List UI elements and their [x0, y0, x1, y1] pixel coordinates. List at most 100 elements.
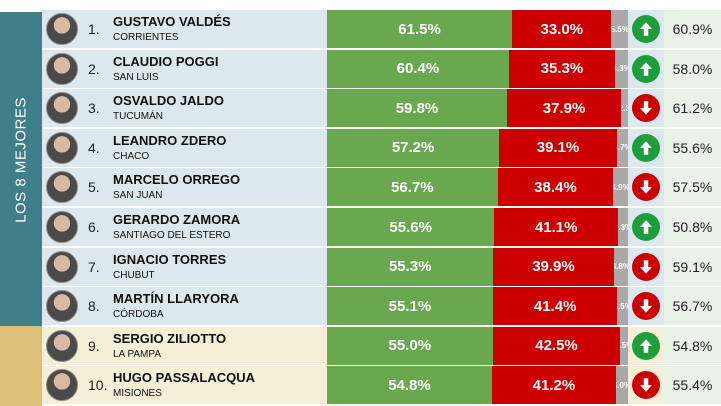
province-name: SAN LUIS [113, 71, 159, 83]
previous-value: 55.4% [664, 366, 721, 405]
positive-value-label: 57.2% [391, 139, 435, 157]
ranking-row: 2. CLAUDIO POGGI SAN LUIS 60.4% 35.3% 4.3% 58.… [42, 49, 721, 88]
arrow-down-icon [632, 94, 660, 123]
governor-avatar [46, 92, 78, 125]
governor-cell: 7. IGNACIO TORRES CHUBUT [42, 248, 324, 286]
ranking-row: 6. GERARDO ZAMORA SANTIAGO DEL ESTERO 55.6%… [42, 208, 721, 246]
positive-value-label: 55.0% [388, 337, 432, 355]
negative-bar-segment: 41.4% [492, 287, 618, 326]
approval-bar: 55.0% 42.5% 2.5% [327, 326, 628, 365]
other-bar-segment: 3.5% [617, 287, 628, 326]
negative-value-label: 39.9% [532, 258, 575, 276]
positive-value-label: 60.4% [396, 60, 440, 78]
ranking-row: 9. SERGIO ZILIOTTO LA PAMPA 55.0%42.5%2.5%5… [42, 326, 721, 365]
negative-value-label: 41.4% [533, 297, 577, 315]
province-name: CÓRDOBA [113, 309, 164, 321]
previous-value: 55.6% [664, 128, 721, 167]
governor-name: OSVALDO JALDO [113, 93, 224, 109]
negative-value-label: 35.3% [540, 60, 584, 78]
negative-bar-segment: 35.3% [508, 49, 616, 88]
other-bar-segment: 3.3% [618, 208, 628, 246]
positive-bar-segment: 55.0% [327, 326, 493, 365]
arrow-up-icon [632, 133, 660, 162]
governor-name: MARCELO ORREGO [113, 172, 241, 188]
other-bar-segment: 4.9% [613, 168, 628, 207]
governor-avatar [46, 250, 78, 283]
positive-bar-segment: 61.5% [327, 10, 513, 48]
negative-value-label: 39.1% [536, 139, 580, 157]
ranking-row: 5. MARCELO ORREGO SAN JUAN 56.7% 38.4% 4.9% 57… [42, 168, 721, 207]
positive-bar-segment: 59.8% [327, 89, 507, 128]
other-value-label: 4.3% [615, 64, 628, 74]
governor-cell: 1. GUSTAVO VALDÉS CORRIENTES [42, 10, 324, 48]
province-name: SAN JUAN [113, 190, 163, 202]
approval-bar: 59.8% 37.9% 2.3 [327, 89, 628, 128]
rank-number: 2. [88, 60, 100, 77]
governor-avatar [46, 369, 78, 402]
rank-number: 1. [88, 21, 100, 37]
governor-avatar [46, 171, 78, 204]
arrow-up-icon [632, 331, 660, 360]
top8-side-band [0, 12, 42, 326]
negative-bar-segment: 41.1% [494, 208, 619, 246]
governor-name: GERARDO ZAMORA [113, 212, 241, 227]
approval-bar: 57.2% 39.1% 3.7% [327, 128, 628, 167]
rank-number: 9. [88, 337, 100, 354]
province-name: CORRIENTES [113, 32, 179, 43]
governor-avatar [46, 211, 78, 243]
approval-bar: 61.5% 33.0% 5.5% [327, 10, 628, 48]
other-value-label: 2.5% [620, 341, 628, 351]
governor-avatar [46, 329, 78, 362]
governor-cell: 3. OSVALDO JALDO TUCUMÁN [42, 89, 324, 127]
province-name: LA PAMPA [113, 348, 161, 360]
negative-value-label: 37.9% [542, 99, 586, 117]
positive-bar-segment: 55.1% [327, 287, 493, 326]
rank-number: 4. [88, 139, 100, 156]
positive-value-label: 59.8% [395, 99, 439, 117]
governor-cell: 9. SERGIO ZILIOTTO LA PAMPA [42, 327, 324, 365]
province-name: TUCUMÁN [113, 111, 163, 123]
negative-bar-segment: 37.9% [506, 89, 622, 128]
governor-avatar [46, 13, 78, 45]
negative-bar-segment: 41.2% [491, 366, 616, 405]
positive-value-label: 55.3% [388, 258, 432, 276]
positive-value-label: 56.7% [391, 178, 434, 196]
ranking-row: 4. LEANDRO ZDERO CHACO 57.2% 39.1% 3.7% 55.6% [42, 128, 721, 167]
rank-number: 10. [88, 377, 108, 394]
governor-avatar [46, 290, 78, 323]
negative-bar-segment: 38.4% [497, 168, 614, 207]
positive-bar-segment: 55.3% [327, 247, 494, 286]
other-value-label: 4.0% [616, 380, 628, 390]
arrow-down-icon [632, 371, 660, 400]
positive-value-label: 54.8% [388, 376, 431, 394]
governor-avatar [46, 131, 78, 164]
negative-bar-segment: 39.9% [493, 247, 614, 286]
other-value-label: 4.8% [613, 262, 628, 272]
positive-bar-segment: 60.4% [327, 49, 509, 88]
governor-cell: 10. HUGO PASSALACQUA MISIONES [42, 366, 324, 404]
governor-cell: 8. MARTÍN LLARYORA CÓRDOBA [42, 287, 324, 325]
other-bar-segment: 4.0% [615, 366, 628, 405]
approval-bar: 60.4% 35.3% 4.3% [327, 49, 628, 88]
governor-avatar [46, 52, 78, 85]
arrow-down-icon [632, 292, 660, 321]
previous-value: 60.9% [664, 10, 721, 48]
positive-bar-segment: 55.6% [327, 208, 495, 246]
governor-name: GUSTAVO VALDÉS [113, 14, 231, 29]
ranking-row: 8. MARTÍN LLARYORA CÓRDOBA 55.1% 41.4% 3.5% 56… [42, 287, 721, 326]
approval-bar: 55.6% 41.1% 3.3% [327, 208, 628, 246]
other-value-label: 4.9% [613, 182, 628, 192]
approval-bar: 54.8% 41.2% 4.0% [327, 366, 628, 405]
negative-value-label: 41.2% [532, 376, 576, 394]
ranking-row: 10. HUGO PASSALACQUA MISIONES 54.8% 41.2% 4.0… [42, 366, 721, 405]
governor-name: HUGO PASSALACQUA [113, 370, 256, 386]
previous-value: 61.2% [664, 89, 721, 128]
governor-name: MARTÍN LLARYORA [113, 291, 239, 307]
approval-bar: 55.3% 39.9% 4.8% [327, 247, 628, 286]
previous-value: 59.1% [664, 247, 721, 286]
governor-name: SERGIO ZILIOTTO [113, 330, 227, 346]
other-bar-segment: 5.5% [611, 10, 628, 48]
province-name: CHUBUT [113, 269, 155, 281]
top8-side-label: LOS 8 MEJORES [12, 97, 30, 223]
